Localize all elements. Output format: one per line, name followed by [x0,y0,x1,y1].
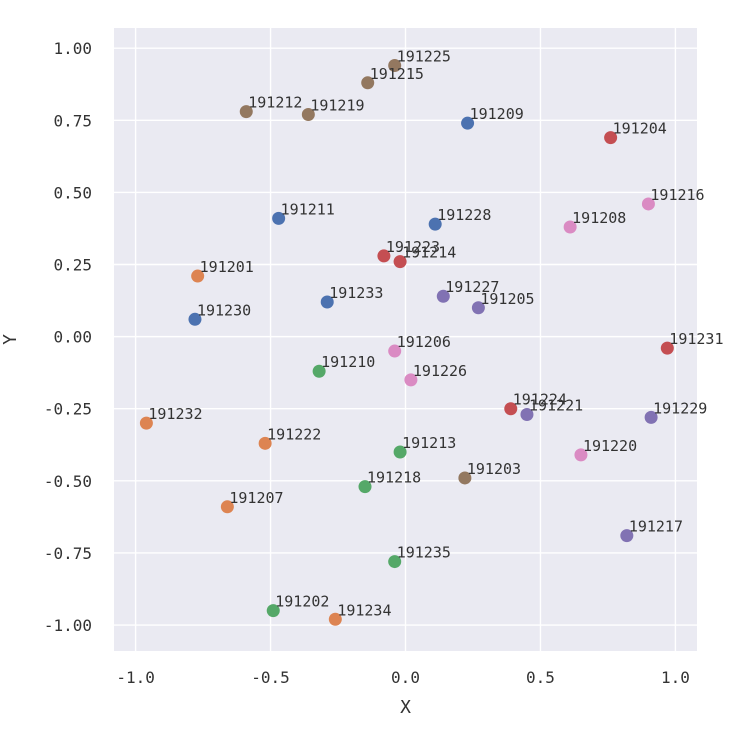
y-tick-label: 0.50 [53,183,92,202]
data-point [620,529,634,543]
point-label: 191228 [437,206,491,224]
point-label: 191218 [367,469,421,487]
y-tick-label: -0.50 [44,472,92,491]
data-point [574,448,588,462]
point-label: 191235 [397,544,451,562]
data-point [471,301,485,315]
point-label: 191230 [197,301,251,319]
data-point [660,341,674,355]
point-label: 191211 [281,200,335,218]
data-point [220,500,234,514]
point-label: 191216 [650,186,704,204]
data-point [504,402,518,416]
point-label: 191225 [397,47,451,65]
point-label: 191227 [445,278,499,296]
data-point [377,249,391,263]
point-label: 191234 [337,601,391,619]
data-point [404,373,418,387]
point-label: 191209 [470,105,524,123]
point-label: 191213 [402,434,456,452]
data-point [604,131,618,145]
data-point [188,312,202,326]
point-label: 191208 [572,209,626,227]
data-point [520,407,534,421]
x-tick-label: -1.0 [116,668,155,687]
x-axis-ticks: -1.0 -0.5 0.0 0.5 1.0 [116,668,690,687]
x-tick-label: 1.0 [661,668,690,687]
x-axis-label: X [400,697,411,718]
point-label: 191210 [321,353,375,371]
data-point [266,604,280,618]
data-point [328,612,342,626]
y-tick-label: -1.00 [44,616,92,635]
y-tick-label: -0.75 [44,544,92,563]
data-point [563,220,577,234]
point-label: 191217 [629,518,683,536]
y-tick-label: 0.75 [53,111,92,130]
data-point [388,58,402,72]
point-label: 191205 [480,290,534,308]
point-label: 191231 [669,330,723,348]
point-label: 191232 [148,405,202,423]
y-tick-label: 0.00 [53,328,92,347]
point-label: 191220 [583,437,637,455]
data-point [393,255,407,269]
point-label: 191207 [229,489,283,507]
point-label: 191221 [529,396,583,414]
x-tick-label: 0.0 [391,668,420,687]
point-label: 191233 [329,284,383,302]
point-label: 191206 [397,333,451,351]
data-point [428,217,442,231]
data-point [641,197,655,211]
point-label: 191222 [267,425,321,443]
data-point [388,555,402,569]
data-point [436,289,450,303]
point-label: 191212 [248,94,302,112]
data-point [272,211,286,225]
data-points [139,58,674,626]
y-axis-ticks: -1.00 -0.75 -0.50 -0.25 0.00 0.25 0.50 0.75 1.00 [44,39,92,635]
y-tick-label: 0.25 [53,256,92,275]
point-label: 191215 [370,65,424,83]
data-point [388,344,402,358]
data-point [312,364,326,378]
point-label: 191229 [653,399,707,417]
data-point [258,436,272,450]
point-label: 191204 [613,120,667,138]
data-point [139,416,153,430]
x-tick-label: 0.5 [526,668,555,687]
point-label: 191223 [386,238,440,256]
data-point [239,105,253,119]
point-label: 191214 [402,244,456,262]
data-point [320,295,334,309]
y-tick-label: -0.25 [44,400,92,419]
data-point [644,410,658,424]
data-point [458,471,472,485]
y-tick-label: 1.00 [53,39,92,58]
y-axis-label: Y [0,334,21,345]
point-label: 191201 [200,258,254,276]
point-label: 191224 [513,391,567,409]
data-point [301,108,315,122]
point-label: 191219 [310,97,364,115]
point-label: 191226 [413,362,467,380]
point-labels: 191201 191202 191203 191204 191205 191206 1912… [148,47,723,619]
data-point [393,445,407,459]
data-point [361,76,375,90]
point-label: 191203 [467,460,521,478]
x-tick-label: -0.5 [251,668,290,687]
data-point [358,480,372,494]
point-label: 191202 [275,593,329,611]
data-point [191,269,205,283]
data-point [461,116,475,130]
